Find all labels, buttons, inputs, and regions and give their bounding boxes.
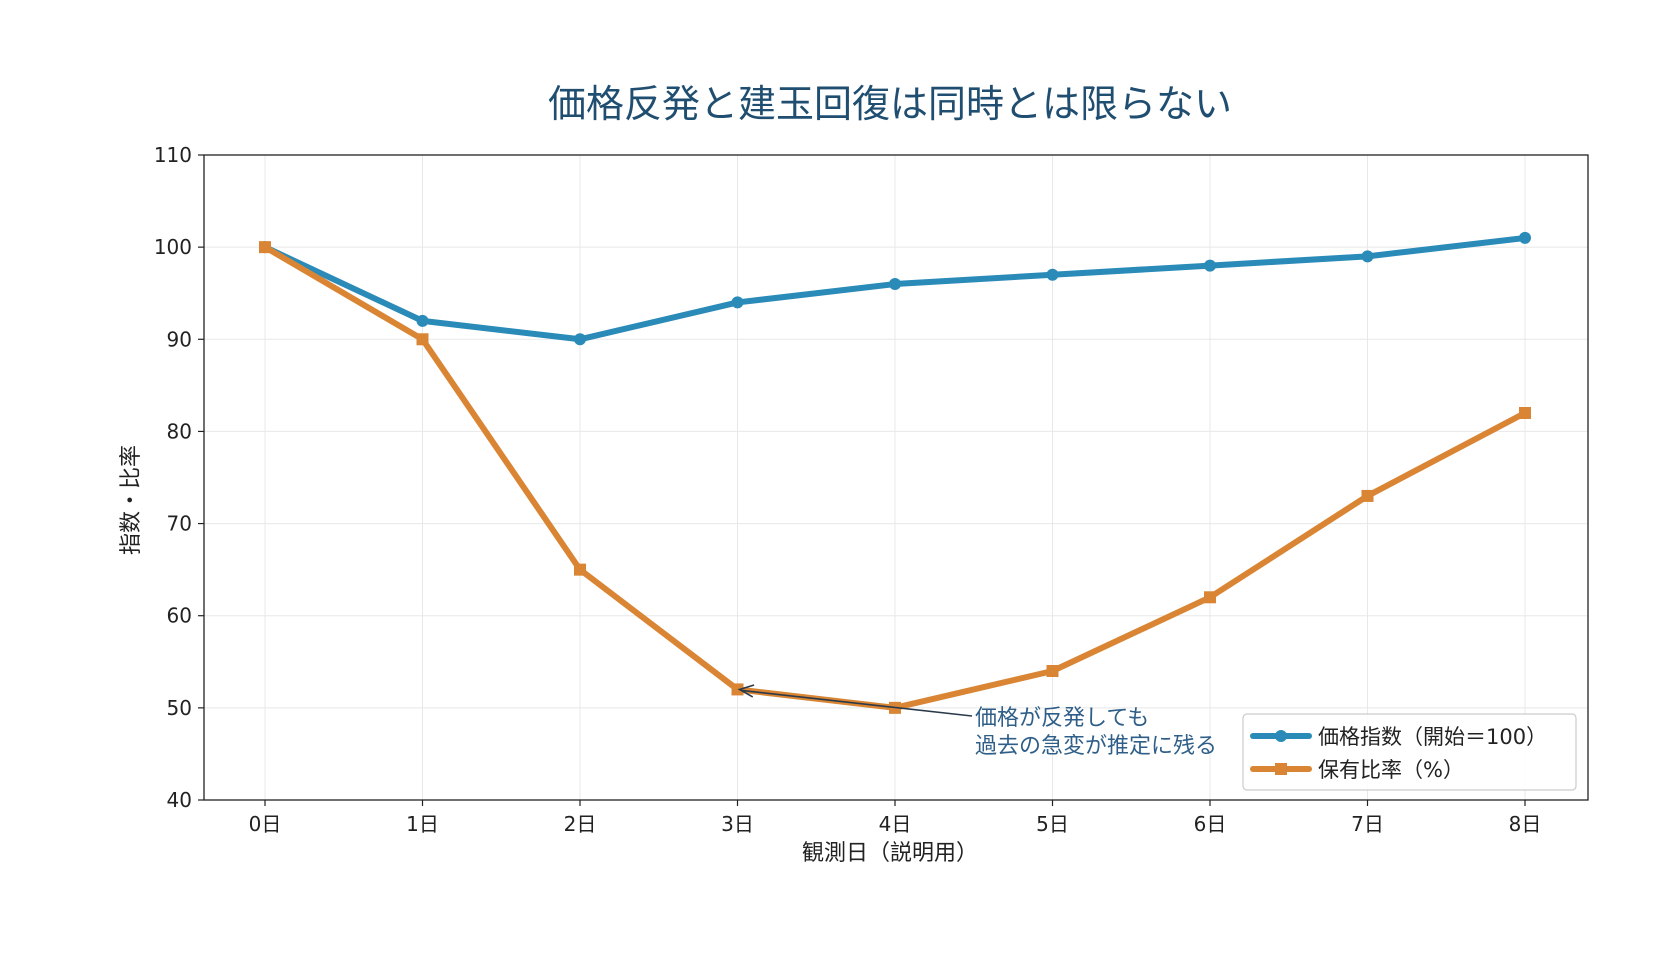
- data-point: [1204, 259, 1216, 272]
- data-point: [1204, 591, 1216, 604]
- x-tick-label: 1日: [406, 812, 439, 836]
- legend: 価格指数（開始＝100） 保有比率（%）: [1242, 713, 1577, 791]
- y-tick-label: 110: [154, 143, 192, 167]
- data-point: [1046, 665, 1059, 677]
- data-point: [1519, 407, 1531, 419]
- x-tick-label: 5日: [1036, 812, 1069, 836]
- y-tick-label: 80: [167, 419, 192, 443]
- data-point: [574, 333, 586, 346]
- data-point: [1046, 268, 1059, 281]
- y-axis-label: 指数・比率: [119, 445, 144, 555]
- data-point: [416, 333, 429, 346]
- legend-entry-0: 価格指数（開始＝100）: [1250, 725, 1547, 749]
- chart-title: 価格反発と建玉回復は同時とは限らない: [548, 82, 1232, 126]
- x-tick-label: 7日: [1351, 812, 1384, 836]
- y-tick-label: 70: [167, 512, 192, 536]
- annotation-text: 過去の急変が推定に残る: [975, 734, 1217, 759]
- legend-label: 保有比率（%）: [1318, 758, 1464, 782]
- y-tick-label: 50: [167, 696, 192, 720]
- data-point: [731, 296, 744, 309]
- data-point: [1361, 489, 1374, 502]
- x-tick-label: 8日: [1509, 812, 1542, 836]
- y-tick-label: 40: [167, 788, 192, 812]
- axes-layer: 40 50 60 70 80 90 100 110 0日 1日 2日 3日 4日 5日 6日 7日 8日: [154, 143, 1589, 836]
- y-tick-label: 60: [167, 604, 192, 628]
- y-tick-label: 100: [154, 235, 192, 259]
- legend-entry-1: 保有比率（%）: [1250, 758, 1464, 782]
- data-point: [574, 563, 586, 576]
- data-point: [259, 241, 271, 254]
- legend-marker: [1275, 730, 1287, 742]
- data-point: [731, 683, 744, 696]
- x-tick-label: 0日: [249, 812, 282, 836]
- data-point: [416, 314, 429, 327]
- grid-layer: [204, 154, 1588, 801]
- plot-frame: [203, 154, 1589, 801]
- x-tick-label: 6日: [1194, 812, 1227, 836]
- x-tick-label: 3日: [721, 812, 754, 836]
- x-tick-label: 4日: [879, 812, 912, 836]
- data-point: [1519, 231, 1531, 244]
- annotation-arrow-head: [737, 684, 755, 698]
- x-tick-label: 2日: [564, 812, 597, 836]
- y-tick-label: 90: [167, 327, 192, 351]
- legend-box: [1242, 713, 1577, 791]
- data-point: [1361, 250, 1374, 263]
- legend-label: 価格指数（開始＝100）: [1318, 725, 1547, 749]
- annotation-arrow-line: [741, 689, 973, 717]
- legend-marker: [1275, 763, 1287, 775]
- data-point: [889, 278, 901, 290]
- annotation-text: 価格が反発しても: [975, 706, 1149, 731]
- x-axis-label: 観測日（説明用）: [802, 841, 978, 866]
